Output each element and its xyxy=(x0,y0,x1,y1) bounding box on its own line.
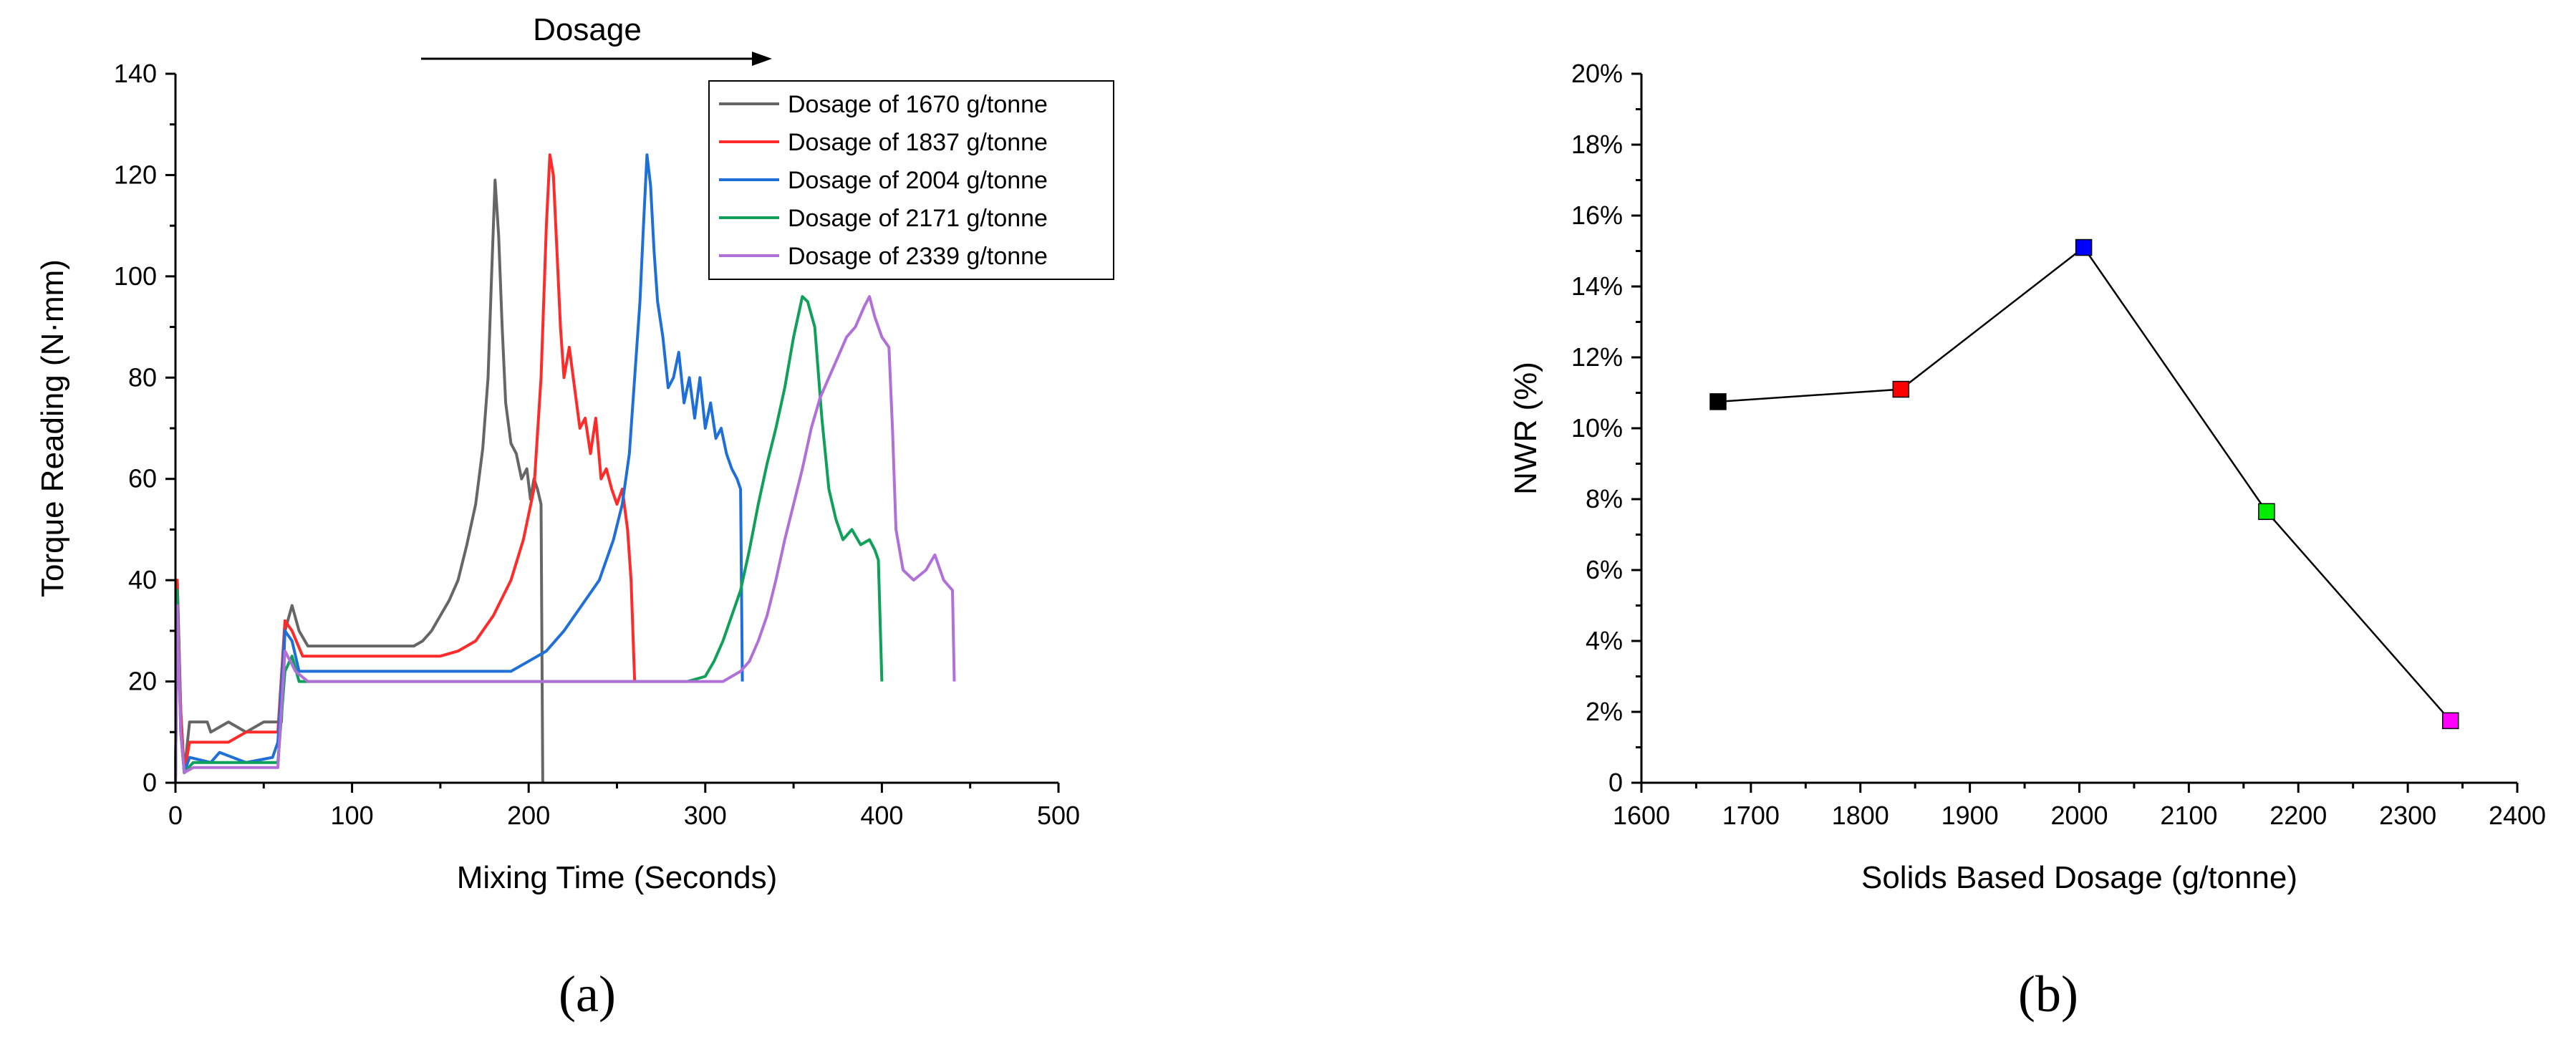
torque-chart: 0 100 200 300 400 500 0 20 40 60 80 100 120 140 Dosag… xyxy=(35,12,1114,895)
nwr-point-marker xyxy=(1709,393,1727,410)
nwr-x-tick-label: 2400 xyxy=(2489,801,2546,830)
torque-y-axis-title: Torque Reading (N·mm) xyxy=(35,259,70,597)
torque-y-tick-label: 40 xyxy=(128,565,157,594)
nwr-y-tick-label: 4% xyxy=(1586,626,1623,655)
nwr-y-tick-label: 2% xyxy=(1586,697,1623,726)
nwr-y-tick-label: 6% xyxy=(1586,555,1623,584)
torque-y-tick-label: 120 xyxy=(114,160,157,189)
nwr-x-tick-label: 2200 xyxy=(2269,801,2327,830)
nwr-x-tick-label: 1800 xyxy=(1832,801,1889,830)
torque-series-line-2 xyxy=(174,153,637,783)
torque-x-tick-label: 300 xyxy=(684,801,727,830)
torque-y-tick-label: 100 xyxy=(114,261,157,291)
dosage-arrow-head xyxy=(752,52,772,66)
nwr-axes: 1600 1700 1800 1900 2000 2100 2200 2300 2400 0 2% 4… xyxy=(1571,59,2546,830)
torque-x-tick-label: 500 xyxy=(1037,801,1080,830)
torque-x-tick-label: 100 xyxy=(331,801,374,830)
nwr-point-marker xyxy=(1892,380,1910,398)
nwr-y-axis-title: NWR (%) xyxy=(1508,362,1543,495)
torque-series-line-3 xyxy=(174,153,744,783)
nwr-x-tick-label: 1900 xyxy=(1941,801,1999,830)
nwr-x-tick-label: 2300 xyxy=(2379,801,2436,830)
torque-x-tick-label: 200 xyxy=(507,801,550,830)
torque-x-tick-label: 0 xyxy=(168,801,183,830)
torque-legend-label: Dosage of 1837 g/tonne xyxy=(788,129,1048,156)
dosage-arrow xyxy=(421,52,772,66)
torque-series-line-5 xyxy=(174,295,956,783)
nwr-y-tick-label: 18% xyxy=(1571,130,1623,159)
dosage-annotation: Dosage xyxy=(533,12,642,47)
torque-x-tick-label: 400 xyxy=(860,801,903,830)
nwr-x-tick-label: 2100 xyxy=(2160,801,2217,830)
torque-y-tick-label: 140 xyxy=(114,59,157,88)
nwr-connecting-line xyxy=(1717,246,2451,722)
nwr-y-tick-label: 20% xyxy=(1571,59,1623,88)
nwr-x-tick-label: 2000 xyxy=(2050,801,2108,830)
torque-legend: Dosage of 1670 g/tonne Dosage of 1837 g/t… xyxy=(708,80,1114,280)
torque-y-tick-label: 60 xyxy=(128,464,157,493)
nwr-series xyxy=(1709,238,2459,730)
torque-y-tick-label: 20 xyxy=(128,667,157,696)
torque-legend-label: Dosage of 2339 g/tonne xyxy=(788,243,1048,270)
panel-label-a: (a) xyxy=(559,965,616,1023)
nwr-x-tick-label: 1600 xyxy=(1613,801,1670,830)
torque-y-tick-label: 0 xyxy=(143,768,157,797)
torque-x-axis-title: Mixing Time (Seconds) xyxy=(457,860,777,895)
nwr-y-tick-label: 0 xyxy=(1608,768,1623,797)
torque-series-group xyxy=(174,153,956,783)
torque-legend-label: Dosage of 2004 g/tonne xyxy=(788,167,1048,194)
nwr-y-tick-label: 14% xyxy=(1571,271,1623,301)
nwr-y-tick-label: 16% xyxy=(1571,201,1623,230)
torque-series-line-1 xyxy=(174,178,544,783)
nwr-y-tick-label: 8% xyxy=(1586,484,1623,513)
nwr-y-tick-label: 12% xyxy=(1571,342,1623,372)
nwr-point-marker xyxy=(2441,712,2459,730)
nwr-point-marker xyxy=(2075,238,2093,256)
nwr-x-axis-title: Solids Based Dosage (g/tonne) xyxy=(1861,860,2297,895)
torque-axes: 0 100 200 300 400 500 0 20 40 60 80 100 120 140 xyxy=(114,59,1080,830)
panel-label-b: (b) xyxy=(2018,965,2078,1023)
nwr-y-tick-label: 10% xyxy=(1571,413,1623,443)
nwr-x-tick-label: 1700 xyxy=(1722,801,1780,830)
nwr-point-marker xyxy=(2258,503,2275,521)
nwr-chart: 1600 1700 1800 1900 2000 2100 2200 2300 2400 0 2% 4… xyxy=(1508,59,2546,895)
torque-legend-label: Dosage of 2171 g/tonne xyxy=(788,205,1048,232)
torque-legend-label: Dosage of 1670 g/tonne xyxy=(788,91,1048,118)
torque-y-tick-label: 80 xyxy=(128,362,157,392)
